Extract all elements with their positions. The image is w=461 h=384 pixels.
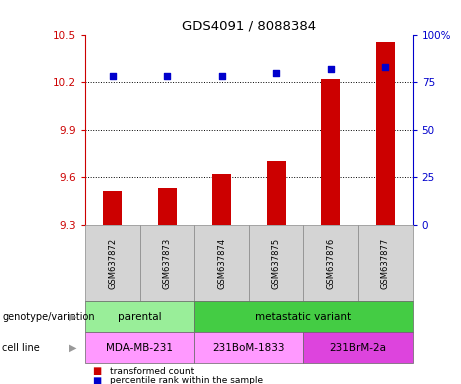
Title: GDS4091 / 8088384: GDS4091 / 8088384 — [182, 19, 316, 32]
Text: GSM637872: GSM637872 — [108, 237, 117, 289]
Text: transformed count: transformed count — [110, 367, 194, 376]
Point — [272, 70, 280, 76]
Text: GSM637876: GSM637876 — [326, 237, 335, 289]
Point — [163, 73, 171, 79]
Text: ■: ■ — [92, 366, 101, 376]
Bar — [266, 161, 286, 225]
Text: 231BrM-2a: 231BrM-2a — [330, 343, 386, 353]
Text: percentile rank within the sample: percentile rank within the sample — [110, 376, 263, 384]
Text: ▶: ▶ — [69, 312, 77, 322]
Text: GSM637873: GSM637873 — [163, 237, 171, 289]
Point — [109, 73, 116, 79]
Bar — [103, 191, 122, 225]
Text: 231BoM-1833: 231BoM-1833 — [213, 343, 285, 353]
Text: MDA-MB-231: MDA-MB-231 — [106, 343, 173, 353]
Point — [382, 64, 389, 70]
Point — [327, 66, 334, 72]
Text: ▶: ▶ — [69, 343, 77, 353]
Text: genotype/variation: genotype/variation — [2, 312, 95, 322]
Bar — [212, 174, 231, 225]
Text: metastatic variant: metastatic variant — [255, 312, 352, 322]
Text: GSM637875: GSM637875 — [272, 237, 281, 289]
Text: cell line: cell line — [2, 343, 40, 353]
Bar — [376, 43, 395, 225]
Bar — [321, 79, 340, 225]
Point — [218, 73, 225, 79]
Bar — [158, 188, 177, 225]
Text: parental: parental — [118, 312, 162, 322]
Text: ■: ■ — [92, 376, 101, 384]
Text: GSM637877: GSM637877 — [381, 237, 390, 289]
Text: GSM637874: GSM637874 — [217, 237, 226, 289]
